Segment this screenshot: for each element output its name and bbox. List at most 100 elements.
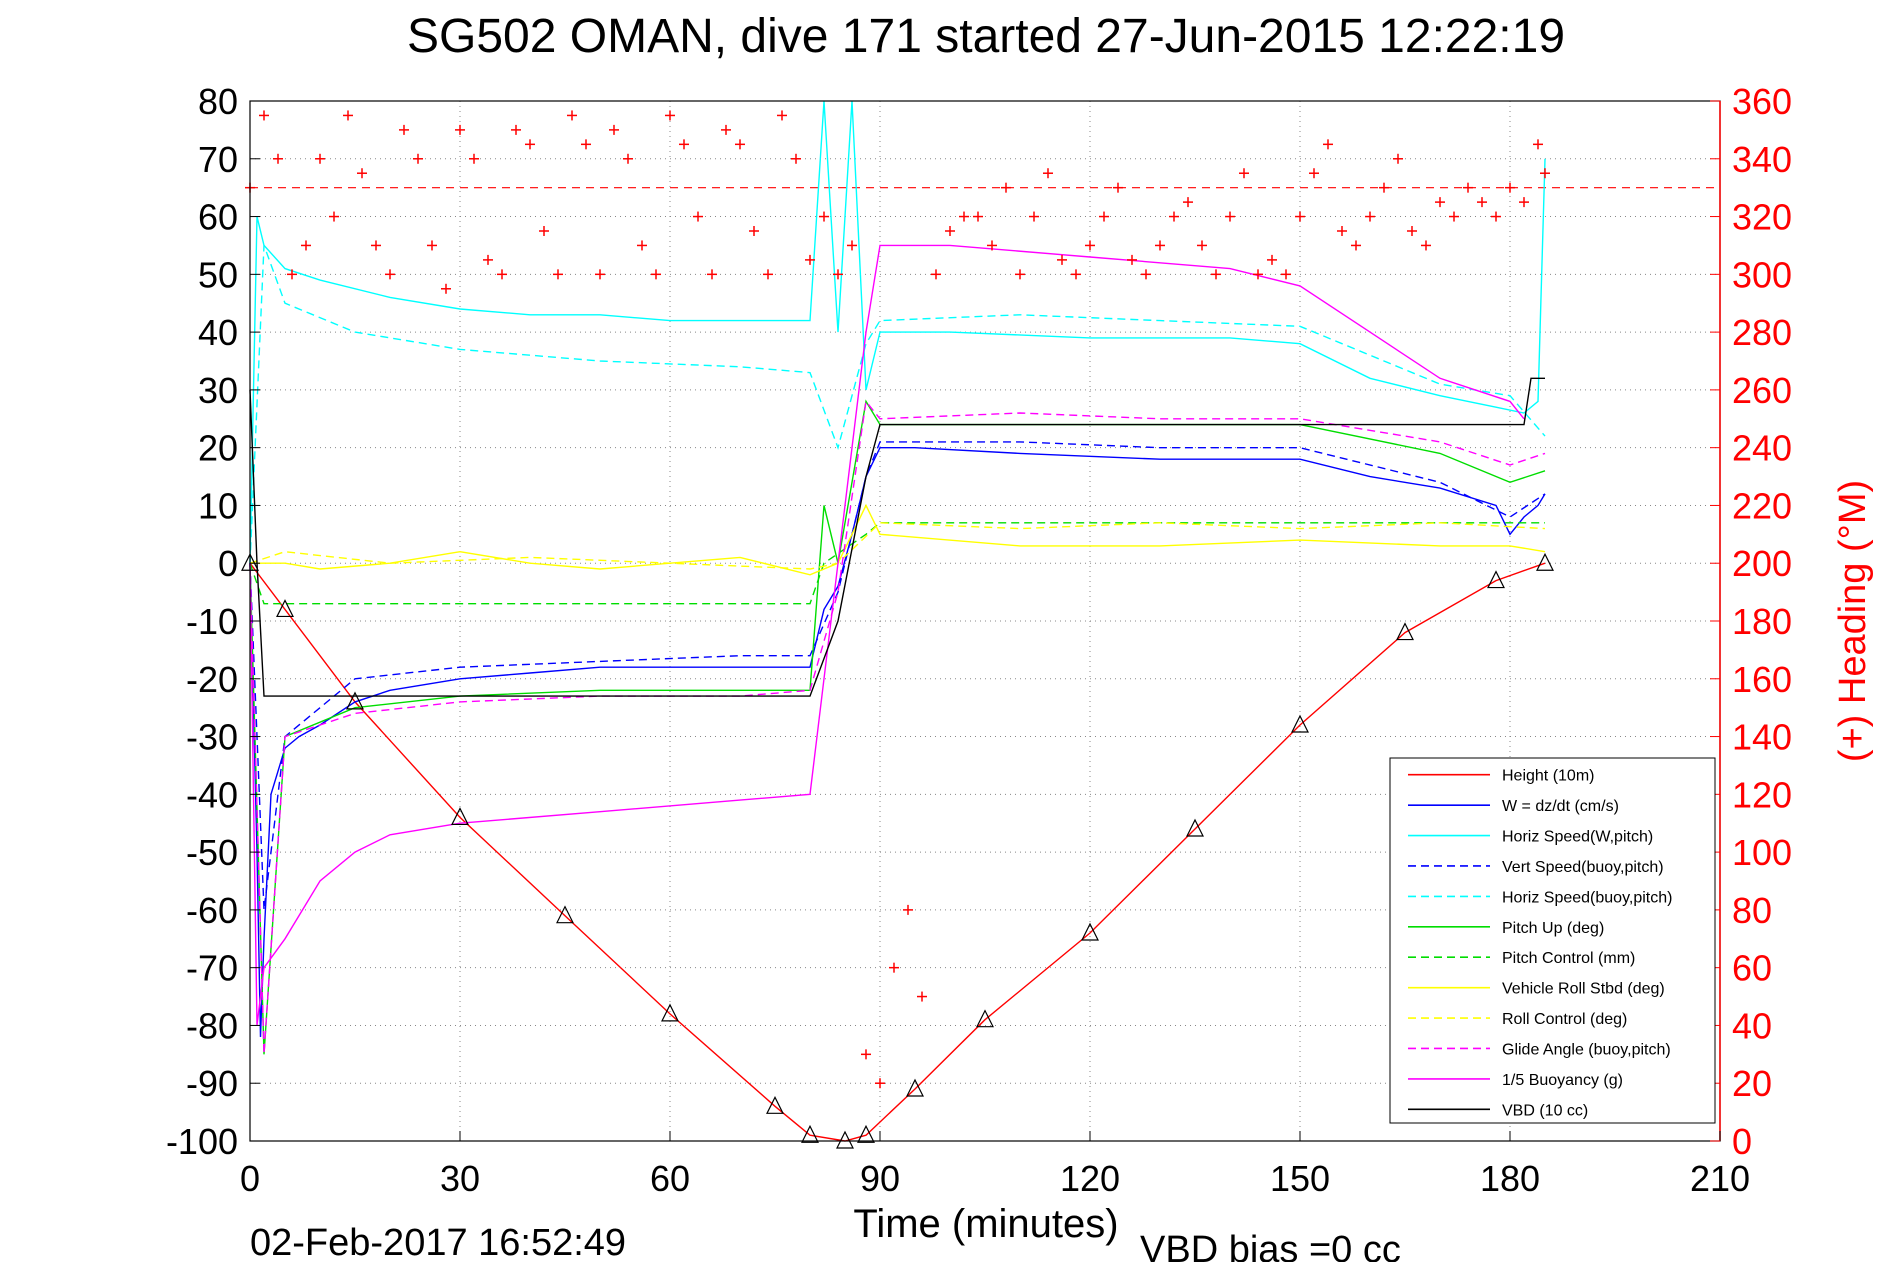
x-tick-label: 90 xyxy=(860,1158,900,1199)
heading-marker xyxy=(1239,168,1249,179)
heading-marker xyxy=(1253,269,1263,280)
heading-marker xyxy=(721,124,731,135)
x-tick-label: 0 xyxy=(240,1158,260,1199)
x-axis-ticks: 0 30 60 90 120 150 180 210 xyxy=(240,1131,1750,1199)
heading-marker xyxy=(1029,211,1039,222)
y-right-tick-label: 80 xyxy=(1732,890,1772,931)
legend-box xyxy=(1389,757,1716,1124)
heading-marker xyxy=(1309,168,1319,179)
heading-marker xyxy=(1001,182,1011,193)
heading-marker xyxy=(819,211,829,222)
heading-marker xyxy=(763,269,773,280)
heading-marker xyxy=(315,153,325,164)
y-right-tick-label: 340 xyxy=(1732,139,1792,180)
height-marker xyxy=(1291,714,1309,733)
series-line-8 xyxy=(250,503,1546,576)
heading-marker xyxy=(511,124,521,135)
series-line-1 xyxy=(249,562,1546,1142)
heading-marker xyxy=(1099,211,1109,222)
x-tick-label: 210 xyxy=(1690,1158,1750,1199)
y-right-tick-label: 0 xyxy=(1732,1121,1752,1162)
height-marker xyxy=(1487,570,1505,589)
heading-marker xyxy=(931,269,941,280)
y-right-axis-ticks: 3603403203002802602402202001801601401201… xyxy=(1710,81,1792,1162)
x-tick-label: 60 xyxy=(650,1158,690,1199)
y-left-tick-label: 50 xyxy=(198,254,238,295)
heading-marker xyxy=(875,1078,885,1089)
heading-marker xyxy=(1323,139,1333,150)
height-marker xyxy=(556,905,574,924)
heading-marker xyxy=(273,153,283,164)
y-right-tick-label: 140 xyxy=(1732,717,1792,758)
heading-marker xyxy=(1365,211,1375,222)
height-marker xyxy=(801,1124,819,1143)
legend-entry-label: Pitch Control (mm) xyxy=(1502,950,1635,967)
legend-entry-label: 1/5 Buoyancy (g) xyxy=(1502,1072,1623,1089)
series-line-4 xyxy=(249,441,1546,910)
y-right-tick-label: 120 xyxy=(1732,774,1792,815)
heading-marker xyxy=(1211,269,1221,280)
heading-marker xyxy=(595,269,605,280)
heading-marker xyxy=(1477,197,1487,208)
height-marker xyxy=(857,1124,875,1143)
heading-marker xyxy=(427,240,437,251)
series-line-12 xyxy=(249,377,1545,697)
heading-marker xyxy=(917,991,927,1002)
height-marker xyxy=(1536,552,1554,571)
heading-marker xyxy=(847,240,857,251)
heading-marker xyxy=(1505,182,1515,193)
heading-marker xyxy=(1183,197,1193,208)
heading-marker xyxy=(343,110,353,121)
y-left-tick-label: -20 xyxy=(186,659,238,700)
heading-marker xyxy=(287,269,297,280)
heading-marker xyxy=(1449,211,1459,222)
heading-marker xyxy=(1155,240,1165,251)
heading-marker xyxy=(903,904,913,915)
heading-marker xyxy=(483,254,493,265)
heading-marker xyxy=(1533,139,1543,150)
height-marker xyxy=(346,691,364,710)
series-line-7 xyxy=(249,522,1545,605)
y-left-tick-label: -90 xyxy=(186,1063,238,1104)
series-line-5 xyxy=(249,245,1546,564)
heading-marker xyxy=(1491,211,1501,222)
y-right-axis-label: (+) Heading (°M) xyxy=(1832,480,1874,762)
heading-marker xyxy=(1127,254,1137,265)
heading-marker xyxy=(1407,226,1417,236)
heading-marker xyxy=(1015,269,1025,280)
heading-marker xyxy=(889,962,899,973)
heading-marker xyxy=(539,226,549,236)
height-marker xyxy=(661,1003,679,1022)
heading-marker xyxy=(1267,254,1277,265)
heading-marker xyxy=(413,153,423,164)
heading-marker xyxy=(357,168,367,179)
heading-marker xyxy=(1281,269,1291,280)
legend-entry-label: Height (10m) xyxy=(1502,768,1594,785)
height-marker xyxy=(766,1095,784,1114)
series-line-6 xyxy=(249,399,1546,1055)
footer-vbd-bias: VBD bias =0 cc xyxy=(1140,1229,1401,1262)
height-marker xyxy=(451,807,469,826)
height-marker xyxy=(1081,922,1099,941)
y-left-tick-label: 0 xyxy=(218,543,238,584)
height-marker xyxy=(836,1130,854,1149)
heading-marker xyxy=(329,211,339,222)
heading-marker xyxy=(805,254,815,265)
y-left-tick-label: -50 xyxy=(186,832,238,873)
legend-entry-label: Vert Speed(buoy,pitch) xyxy=(1502,859,1664,876)
x-tick-label: 180 xyxy=(1480,1158,1540,1199)
heading-marker xyxy=(371,240,381,251)
series-line-10 xyxy=(249,399,1546,1055)
y-left-tick-label: 60 xyxy=(198,197,238,238)
heading-marker xyxy=(469,153,479,164)
legend-entry-label: Horiz Speed(W,pitch) xyxy=(1502,829,1653,846)
y-left-tick-label: -70 xyxy=(186,948,238,989)
x-tick-label: 150 xyxy=(1270,1158,1330,1199)
y-right-tick-label: 40 xyxy=(1732,1005,1772,1046)
heading-marker xyxy=(665,110,675,121)
series-group xyxy=(249,100,1720,1142)
heading-markers xyxy=(245,110,1550,1089)
heading-marker xyxy=(525,139,535,150)
y-left-tick-label: 70 xyxy=(198,139,238,180)
